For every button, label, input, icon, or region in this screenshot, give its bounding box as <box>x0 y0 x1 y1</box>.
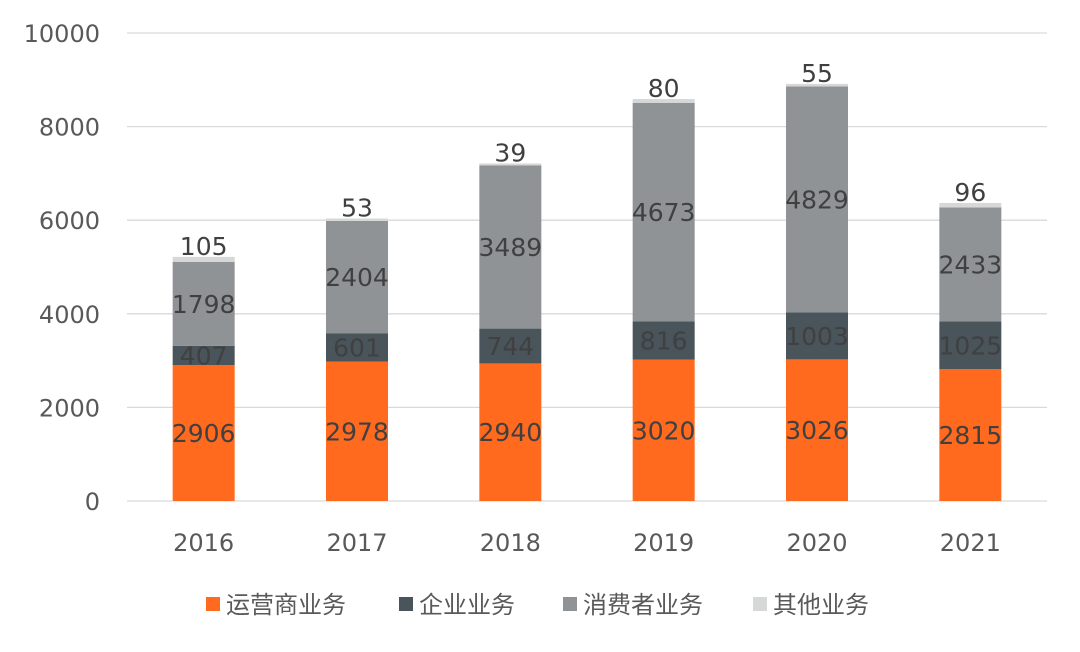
y-tick-label: 4000 <box>39 301 100 329</box>
data-label: 2815 <box>939 421 1003 450</box>
legend-label: 其他业务 <box>773 591 869 619</box>
data-label: 2940 <box>479 418 543 447</box>
data-label: 1798 <box>172 290 236 319</box>
data-label: 3020 <box>632 416 696 445</box>
x-tick-label: 2020 <box>786 529 847 557</box>
bar-segment <box>939 369 1002 501</box>
bar-segment <box>939 207 1002 322</box>
data-label: 96 <box>954 178 986 207</box>
data-label: 53 <box>341 194 373 223</box>
bar-segment <box>326 218 388 221</box>
data-label: 407 <box>180 341 228 370</box>
data-label: 4673 <box>632 198 696 227</box>
bar-segment <box>786 359 848 501</box>
legend-swatch <box>206 597 220 611</box>
data-label: 816 <box>640 327 688 356</box>
bar-segment <box>786 86 848 313</box>
bar-segment <box>326 361 388 501</box>
data-label: 3489 <box>479 233 543 262</box>
y-tick-label: 6000 <box>39 207 100 235</box>
data-label: 4829 <box>785 185 849 214</box>
data-label: 2978 <box>325 417 389 446</box>
bar-segment <box>632 102 695 322</box>
data-label: 39 <box>494 138 526 167</box>
data-label: 2906 <box>172 419 236 448</box>
data-label: 80 <box>648 74 680 103</box>
bar-segment <box>479 165 542 329</box>
y-axis-ticks: 0 2000 4000 6000 8000 10000 <box>24 20 100 516</box>
bar-segment <box>786 312 848 360</box>
bar-segment <box>172 364 235 501</box>
x-tick-label: 2018 <box>480 529 541 557</box>
data-label: 2404 <box>325 263 389 292</box>
x-tick-label: 2017 <box>326 529 387 557</box>
x-axis-ticks: 2016 2017 2018 2019 2020 2021 <box>173 529 1001 557</box>
data-label: 744 <box>486 332 534 361</box>
legend-swatch <box>753 597 767 611</box>
data-label: 601 <box>333 334 381 363</box>
legend-swatch <box>399 597 413 611</box>
bar-segment <box>172 261 235 346</box>
bar-segment <box>786 83 848 87</box>
y-tick-label: 10000 <box>24 20 100 48</box>
bar-segment <box>479 328 542 364</box>
bar-segment <box>939 202 1002 208</box>
x-tick-label: 2016 <box>173 529 234 557</box>
bar-segment <box>632 321 695 360</box>
bar-segment <box>479 363 542 501</box>
bar-segment <box>939 321 1002 370</box>
legend-label: 运营商业务 <box>226 591 346 619</box>
data-label: 55 <box>801 59 833 88</box>
data-label: 2433 <box>939 250 1003 279</box>
legend: 运营商业务 企业业务 消费者业务 其他业务 <box>206 591 869 619</box>
bar-segment <box>326 220 388 334</box>
legend-swatch <box>563 597 577 611</box>
bar-segment <box>632 359 695 501</box>
bar-segment <box>172 256 235 262</box>
legend-label: 企业业务 <box>419 591 515 619</box>
bar-segment <box>326 333 388 362</box>
bar-segment <box>172 345 235 365</box>
x-tick-label: 2019 <box>633 529 694 557</box>
y-tick-label: 2000 <box>39 394 100 422</box>
legend-label: 消费者业务 <box>583 591 703 619</box>
gridlines <box>127 32 1047 502</box>
bar-segment <box>632 99 695 103</box>
data-label: 105 <box>180 232 228 261</box>
data-label: 1003 <box>785 322 849 351</box>
y-tick-label: 8000 <box>39 114 100 142</box>
y-tick-label: 0 <box>85 488 100 516</box>
data-label: 1025 <box>939 331 1003 360</box>
bar-segment <box>479 163 542 166</box>
data-label: 3026 <box>785 416 849 445</box>
x-tick-label: 2021 <box>940 529 1001 557</box>
bars: 2906 407 1798 105 2978 601 2404 53 2940 744 3489 39… <box>172 59 1002 501</box>
